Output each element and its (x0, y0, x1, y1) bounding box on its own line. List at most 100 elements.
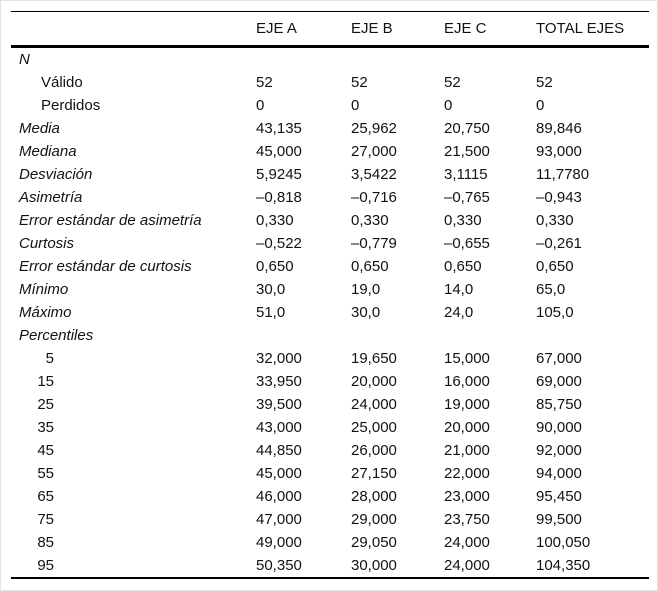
column-header-eje-a: EJE A (256, 20, 297, 37)
row-label: Media (19, 120, 60, 137)
table-row: 45 44,850 26,000 21,000 92,000 (11, 439, 649, 462)
cell-value-total-ejes: 67,000 (536, 350, 582, 367)
cell-value-eje-a: 33,950 (256, 373, 302, 390)
table-row: Mediana 45,000 27,000 21,500 93,000 (11, 140, 649, 163)
cell-value-total-ejes: 52 (536, 74, 553, 91)
cell-value-eje-c: 24,000 (444, 557, 490, 574)
table-row: 95 50,350 30,000 24,000 104,350 (11, 554, 649, 577)
cell-value-total-ejes: 0 (536, 97, 545, 114)
row-label: Mínimo (19, 281, 69, 298)
table-row: Desviación 5,9245 3,5422 3,1115 11,7780 (11, 163, 649, 186)
cell-value-eje-a: 45,000 (256, 143, 302, 160)
cell-value-eje-a: 51,0 (256, 304, 286, 321)
row-label: 95 (37, 557, 54, 574)
table-row: Perdidos 0 0 0 0 (11, 94, 649, 117)
cell-value-eje-b: 0,650 (351, 258, 389, 275)
table-row: Error estándar de asimetría 0,330 0,330 … (11, 209, 649, 232)
cell-value-eje-a (256, 324, 351, 347)
cell-value-eje-c: 16,000 (444, 373, 490, 390)
header-empty-cell (11, 12, 256, 45)
cell-value-eje-b (351, 48, 444, 71)
row-label: 5 (45, 350, 54, 367)
table-row: N (11, 48, 649, 71)
row-label: 45 (37, 442, 54, 459)
cell-value-total-ejes: 89,846 (536, 120, 582, 137)
cell-value-eje-b: 19,0 (351, 281, 381, 298)
cell-value-eje-c: 0 (444, 97, 453, 114)
row-label: Máximo (19, 304, 72, 321)
cell-value-eje-b: 0 (351, 97, 360, 114)
cell-value-total-ejes: 92,000 (536, 442, 582, 459)
row-label: Mediana (19, 143, 77, 160)
cell-value-eje-c: 20,750 (444, 120, 490, 137)
table-row: 15 33,950 20,000 16,000 69,000 (11, 370, 649, 393)
table-row: Curtosis –0,522 –0,779 –0,655 –0,261 (11, 232, 649, 255)
cell-value-eje-c: 19,000 (444, 396, 490, 413)
descriptive-statistics-table: EJE A EJE B EJE C TOTAL EJES N Válido 52… (11, 11, 649, 579)
cell-value-eje-b: 25,000 (351, 419, 397, 436)
cell-value-eje-b: 30,0 (351, 304, 381, 321)
cell-value-eje-b (351, 324, 444, 347)
cell-value-eje-b: –0,779 (351, 235, 397, 252)
row-label: Desviación (19, 166, 93, 183)
row-label: N (19, 51, 30, 68)
table-row: 25 39,500 24,000 19,000 85,750 (11, 393, 649, 416)
cell-value-total-ejes: 85,750 (536, 396, 582, 413)
table-row: Percentiles (11, 324, 649, 347)
cell-value-eje-a: 0,330 (256, 212, 294, 229)
cell-value-eje-b: 3,5422 (351, 166, 397, 183)
cell-value-eje-c: 14,0 (444, 281, 474, 298)
table-row: Asimetría –0,818 –0,716 –0,765 –0,943 (11, 186, 649, 209)
table-header-row: EJE A EJE B EJE C TOTAL EJES (11, 12, 649, 48)
cell-value-eje-a: 0,650 (256, 258, 294, 275)
row-label: 35 (37, 419, 54, 436)
cell-value-eje-c: –0,655 (444, 235, 490, 252)
cell-value-eje-a: –0,818 (256, 189, 302, 206)
table-row: 55 45,000 27,150 22,000 94,000 (11, 462, 649, 485)
row-label: 85 (37, 534, 54, 551)
cell-value-eje-c (444, 324, 536, 347)
cell-value-eje-a: 50,350 (256, 557, 302, 574)
cell-value-eje-a: 45,000 (256, 465, 302, 482)
row-label: Asimetría (19, 189, 83, 206)
cell-value-eje-c: 22,000 (444, 465, 490, 482)
cell-value-eje-b: 26,000 (351, 442, 397, 459)
row-label: Error estándar de curtosis (19, 258, 192, 275)
cell-value-eje-c: 24,0 (444, 304, 474, 321)
cell-value-eje-c: 15,000 (444, 350, 490, 367)
cell-value-eje-a: 32,000 (256, 350, 302, 367)
table-row: Error estándar de curtosis 0,650 0,650 0… (11, 255, 649, 278)
row-label: Válido (41, 74, 83, 91)
cell-value-eje-a: 0 (256, 97, 265, 114)
row-label: 55 (37, 465, 54, 482)
cell-value-eje-b: 25,962 (351, 120, 397, 137)
cell-value-total-ejes: 95,450 (536, 488, 582, 505)
cell-value-eje-c: –0,765 (444, 189, 490, 206)
cell-value-eje-b: 29,050 (351, 534, 397, 551)
table-row: 85 49,000 29,050 24,000 100,050 (11, 531, 649, 554)
cell-value-eje-c: 21,500 (444, 143, 490, 160)
cell-value-eje-b: –0,716 (351, 189, 397, 206)
table-row: 75 47,000 29,000 23,750 99,500 (11, 508, 649, 531)
cell-value-eje-b: 30,000 (351, 557, 397, 574)
table-row: Máximo 51,0 30,0 24,0 105,0 (11, 301, 649, 324)
cell-value-eje-b: 29,000 (351, 511, 397, 528)
table-row: Media 43,135 25,962 20,750 89,846 (11, 117, 649, 140)
cell-value-eje-c (444, 48, 536, 71)
cell-value-eje-b: 0,330 (351, 212, 389, 229)
table-body: N Válido 52 52 52 52 Perdidos 0 0 0 0 Me… (11, 48, 649, 577)
table-row: 65 46,000 28,000 23,000 95,450 (11, 485, 649, 508)
cell-value-eje-c: 23,750 (444, 511, 490, 528)
column-header-total-ejes: TOTAL EJES (536, 20, 625, 37)
row-label: Percentiles (19, 327, 94, 344)
table-row: 35 43,000 25,000 20,000 90,000 (11, 416, 649, 439)
table-row: Mínimo 30,0 19,0 14,0 65,0 (11, 278, 649, 301)
cell-value-total-ejes: 65,0 (536, 281, 566, 298)
cell-value-total-ejes: 93,000 (536, 143, 582, 160)
cell-value-total-ejes: 104,350 (536, 557, 591, 574)
cell-value-total-ejes (536, 48, 649, 71)
cell-value-total-ejes: 94,000 (536, 465, 582, 482)
row-label: 15 (37, 373, 54, 390)
row-label: 75 (37, 511, 54, 528)
table-row: 5 32,000 19,650 15,000 67,000 (11, 347, 649, 370)
